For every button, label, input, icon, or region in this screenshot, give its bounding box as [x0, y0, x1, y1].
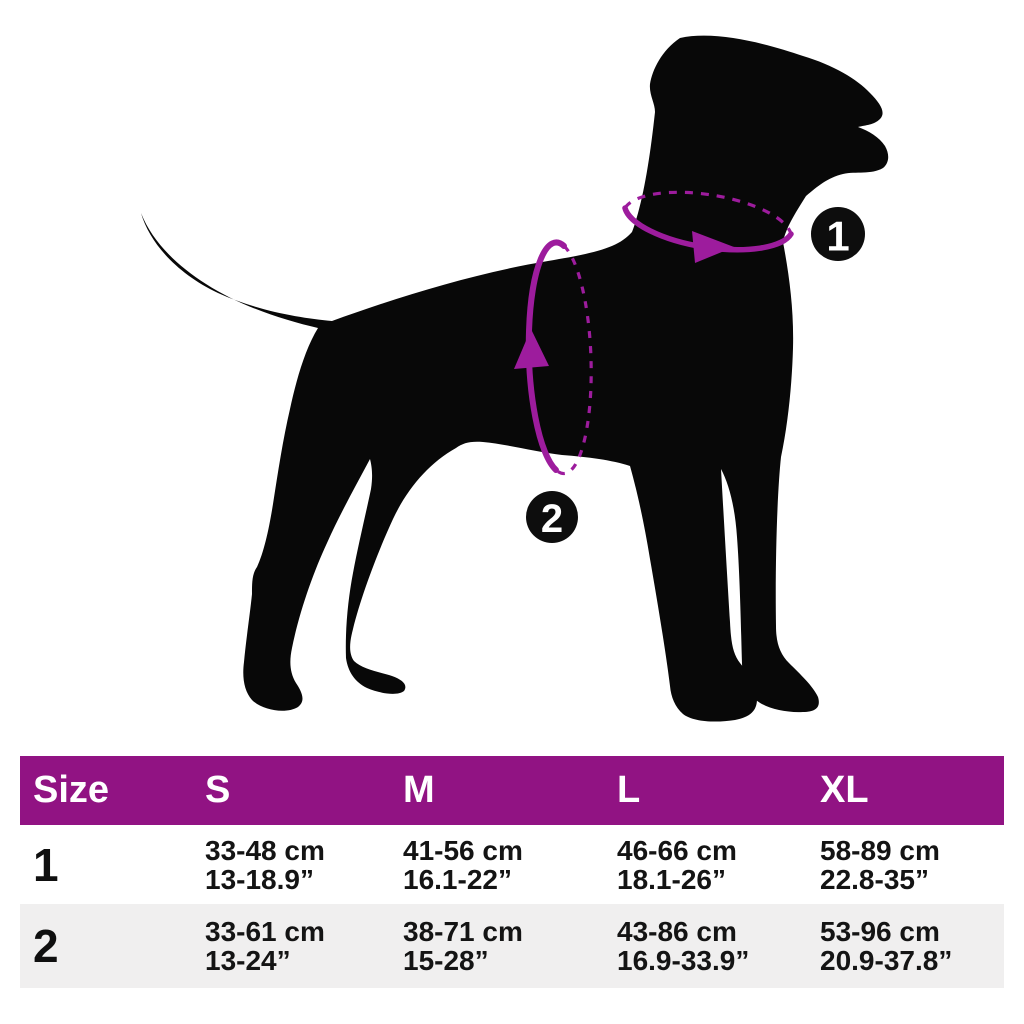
row-label: 1	[33, 838, 59, 891]
cell-inch-value: 15-28”	[403, 945, 489, 976]
table-row-measurement-2: 2 33-61 cm 13-24” 38-71 cm 15-28” 43-86 …	[20, 904, 1004, 988]
row-label: 2	[33, 920, 59, 972]
size-cell-l: 46-66 cm 18.1-26”	[604, 836, 807, 894]
size-cell-m: 41-56 cm 16.1-22”	[390, 836, 604, 894]
cell-cm-value: 46-66 cm	[617, 834, 737, 866]
chest-measurement-ellipse	[514, 239, 593, 476]
cell-inch-value: 22.8-35”	[820, 863, 929, 895]
neck-measurement-ellipse	[622, 190, 794, 263]
size-table: Size S M L XL 1 33-48 cm 13-18.9” 41-56 …	[20, 756, 1004, 988]
neck-arrow-icon	[692, 231, 734, 263]
neck-badge-circle	[811, 207, 865, 261]
neck-ellipse-dashed-arc	[623, 190, 793, 235]
dog-measurement-figure: 1 2	[141, 35, 889, 722]
size-table-header-row: Size S M L XL	[20, 756, 1004, 825]
chest-badge: 2	[526, 491, 578, 543]
column-header-xl: XL	[820, 769, 869, 811]
neck-badge: 1	[811, 207, 865, 261]
size-cell-m: 38-71 cm 15-28”	[390, 917, 604, 975]
cell-cm-value: 33-61 cm	[205, 916, 325, 947]
cell-cm-value: 53-96 cm	[820, 916, 940, 947]
cell-inch-value: 16.1-22”	[403, 863, 512, 895]
dog-silhouette	[141, 35, 889, 722]
chest-badge-circle	[526, 491, 578, 543]
cell-inch-value: 18.1-26”	[617, 863, 726, 895]
cell-inch-value: 20.9-37.8”	[820, 945, 953, 976]
column-header-s: S	[205, 769, 231, 811]
cell-cm-value: 33-48 cm	[205, 834, 325, 866]
chest-badge-number: 2	[541, 497, 563, 541]
neck-badge-number: 1	[826, 213, 849, 260]
column-header-size: Size	[33, 769, 110, 811]
cell-cm-value: 38-71 cm	[403, 916, 523, 947]
column-header-l: L	[617, 769, 641, 811]
size-cell-s: 33-61 cm 13-24”	[192, 917, 390, 975]
size-cell-l: 43-86 cm 16.9-33.9”	[604, 917, 807, 975]
cell-inch-value: 16.9-33.9”	[617, 945, 750, 976]
chest-ellipse-solid-arc	[525, 239, 567, 473]
size-cell-xl: 58-89 cm 22.8-35”	[807, 836, 1004, 894]
cell-cm-value: 41-56 cm	[403, 834, 523, 866]
cell-inch-value: 13-18.9”	[205, 863, 314, 895]
table-row-measurement-1: 1 33-48 cm 13-18.9” 41-56 cm 16.1-22” 46…	[20, 825, 1004, 904]
cell-cm-value: 58-89 cm	[820, 834, 940, 866]
cell-inch-value: 13-24”	[205, 945, 291, 976]
size-cell-xl: 53-96 cm 20.9-37.8”	[807, 917, 1004, 975]
size-cell-s: 33-48 cm 13-18.9”	[192, 836, 390, 894]
cell-cm-value: 43-86 cm	[617, 916, 737, 947]
chest-arrow-icon	[514, 329, 549, 369]
column-header-m: M	[403, 769, 435, 811]
